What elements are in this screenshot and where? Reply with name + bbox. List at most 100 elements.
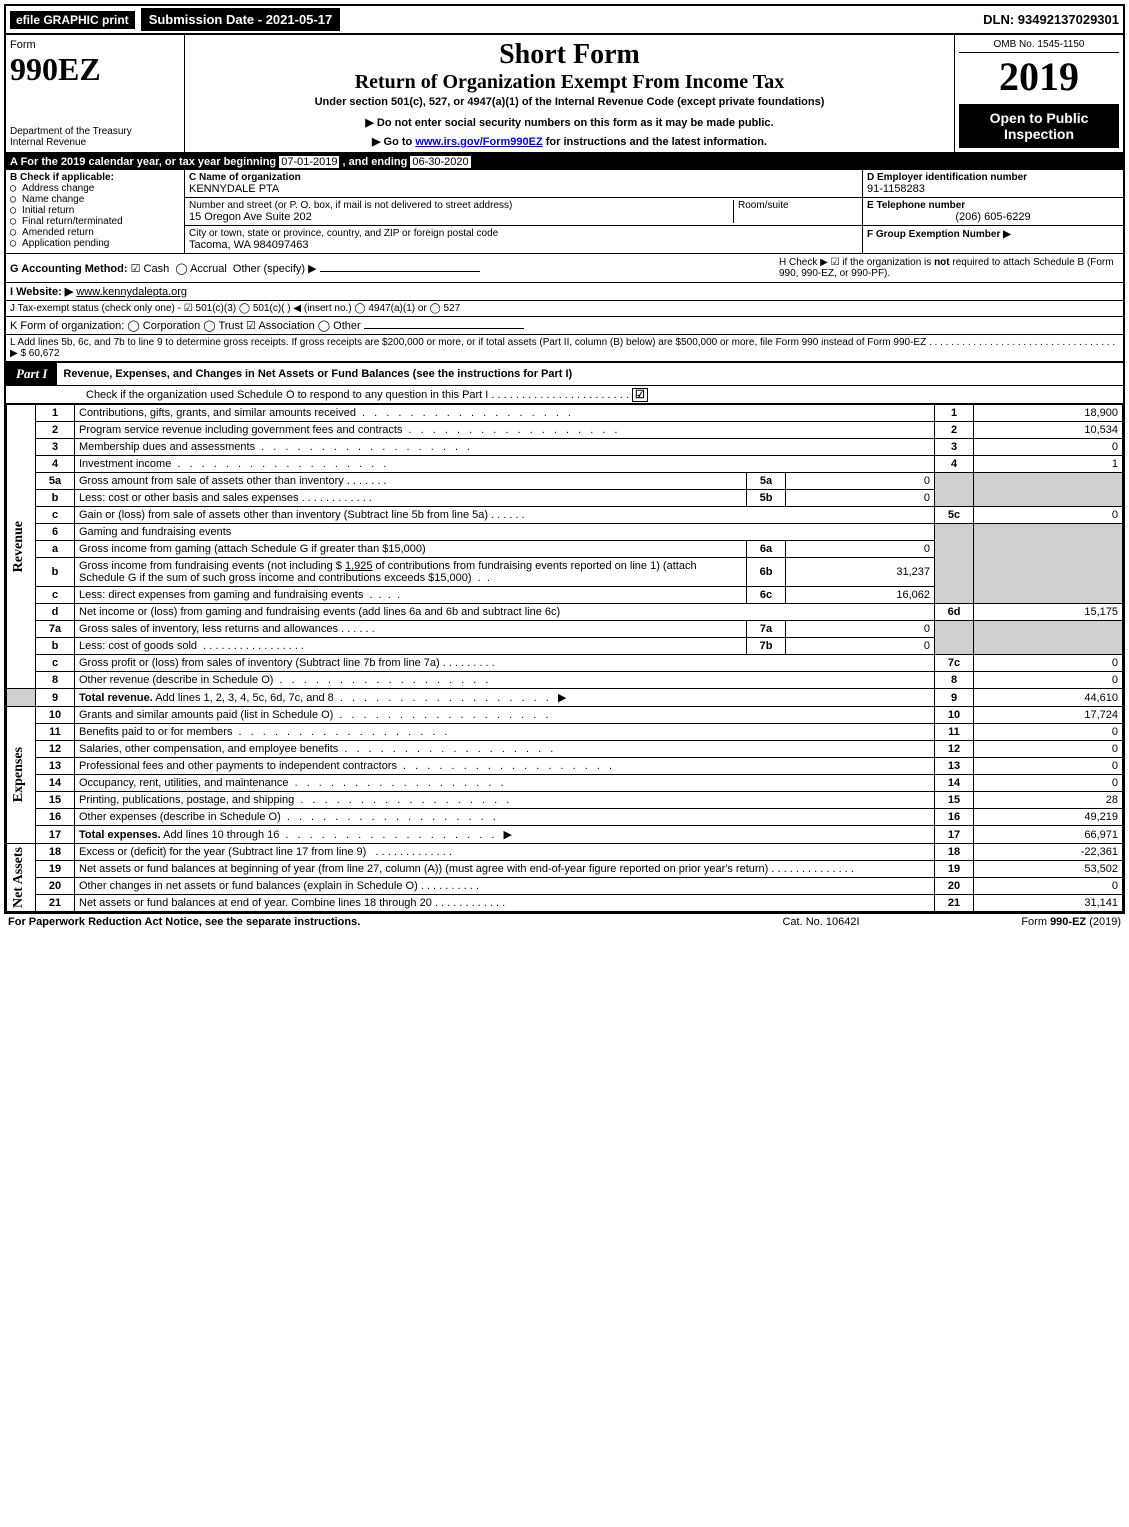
footer: For Paperwork Reduction Act Notice, see … xyxy=(4,914,1125,930)
amt-14: 0 xyxy=(974,775,1123,792)
amt-4: 1 xyxy=(974,456,1123,473)
info-grid: B Check if applicable: ◯ Address change … xyxy=(6,170,1123,254)
omb-label: OMB No. 1545-1150 xyxy=(959,39,1119,53)
f-group-label: F Group Exemption Number ▶ xyxy=(867,229,1011,240)
part-1-header: Part I Revenue, Expenses, and Changes in… xyxy=(6,362,1123,386)
tax-year: 2019 xyxy=(959,53,1119,100)
amt-20: 0 xyxy=(974,878,1123,895)
row-j: J Tax-exempt status (check only one) - ☑… xyxy=(6,301,1123,317)
open-inspection: Open to Public Inspection xyxy=(959,104,1119,148)
e-phone-label: E Telephone number xyxy=(867,200,1119,211)
org-address: 15 Oregon Ave Suite 202 xyxy=(189,211,733,223)
submission-date-button[interactable]: Submission Date - 2021-05-17 xyxy=(141,8,341,31)
g-other-input[interactable] xyxy=(320,271,480,272)
line-7a: 7a Gross sales of inventory, less return… xyxy=(7,621,1123,638)
k-text: K Form of organization: ◯ Corporation ◯ … xyxy=(10,320,361,332)
row-g-h: G Accounting Method: ☑ Cash ◯ Accrual Ot… xyxy=(6,254,1123,283)
line-9: 9 Total revenue. Add lines 1, 2, 3, 4, 5… xyxy=(7,689,1123,707)
header-left: Form 990EZ Department of the Treasury In… xyxy=(6,35,185,152)
g-accrual-check[interactable]: ◯ Accrual xyxy=(175,263,226,275)
netassets-rotated: Net Assets xyxy=(7,844,36,912)
sub-6b: 31,237 xyxy=(786,558,935,587)
amt-11: 0 xyxy=(974,724,1123,741)
note-goto: ▶ Go to www.irs.gov/Form990EZ for instru… xyxy=(193,135,946,148)
tax-year-end: 06-30-2020 xyxy=(410,156,470,168)
box-b-heading: B Check if applicable: xyxy=(10,172,180,183)
row-i: I Website: ▶ www.kennydalepta.org xyxy=(6,283,1123,301)
footer-right: Form 990-EZ (2019) xyxy=(921,916,1121,928)
line-11: 11 Benefits paid to or for members 11 0 xyxy=(7,724,1123,741)
revenue-rotated: Revenue xyxy=(7,405,36,689)
amt-7c: 0 xyxy=(974,655,1123,672)
check-final-return[interactable]: ◯ Final return/terminated xyxy=(10,216,180,227)
header-center: Short Form Return of Organization Exempt… xyxy=(185,35,954,152)
sub-7a: 0 xyxy=(786,621,935,638)
amt-12: 0 xyxy=(974,741,1123,758)
phone-value: (206) 605-6229 xyxy=(867,211,1119,223)
dept-label-2: Internal Revenue xyxy=(10,137,180,148)
line-5c: c Gain or (loss) from sale of assets oth… xyxy=(7,507,1123,524)
amt-1: 18,900 xyxy=(974,405,1123,422)
box-d: D Employer identification number 91-1158… xyxy=(862,170,1123,253)
website-value[interactable]: www.kennydalepta.org xyxy=(76,286,187,298)
line-20: 20 Other changes in net assets or fund b… xyxy=(7,878,1123,895)
check-address-change[interactable]: ◯ Address change xyxy=(10,183,180,194)
line-21: 21 Net assets or fund balances at end of… xyxy=(7,895,1123,912)
irs-link[interactable]: www.irs.gov/Form990EZ xyxy=(415,136,542,148)
dept-label-1: Department of the Treasury xyxy=(10,126,180,137)
note-ssn: ▶ Do not enter social security numbers o… xyxy=(193,116,946,129)
line-3: 3 Membership dues and assessments 3 0 xyxy=(7,439,1123,456)
d-ein-label: D Employer identification number xyxy=(867,172,1119,183)
top-bar: efile GRAPHIC print Submission Date - 20… xyxy=(6,6,1123,35)
check-amended-return[interactable]: ◯ Amended return xyxy=(10,227,180,238)
room-suite-label: Room/suite xyxy=(733,200,858,223)
tax-year-mid: , and ending xyxy=(339,156,410,168)
subtitle: Under section 501(c), 527, or 4947(a)(1)… xyxy=(193,96,946,108)
amt-13: 0 xyxy=(974,758,1123,775)
check-name-change[interactable]: ◯ Name change xyxy=(10,194,180,205)
g-cash-check[interactable]: ☑ Cash xyxy=(131,263,170,275)
tax-year-begin: 07-01-2019 xyxy=(279,156,339,168)
part-1-check-text: Check if the organization used Schedule … xyxy=(86,389,629,401)
goto-pre: ▶ Go to xyxy=(372,136,415,148)
efile-button[interactable]: efile GRAPHIC print xyxy=(10,11,135,29)
lines-table: Revenue 1 Contributions, gifts, grants, … xyxy=(6,404,1123,912)
form-header: Form 990EZ Department of the Treasury In… xyxy=(6,35,1123,154)
g-other-label: Other (specify) ▶ xyxy=(233,263,317,275)
goto-post: for instructions and the latest informat… xyxy=(543,136,767,148)
h-not: not xyxy=(934,257,950,268)
row-l: L Add lines 5b, 6c, and 7b to line 9 to … xyxy=(6,335,1123,362)
line-15: 15 Printing, publications, postage, and … xyxy=(7,792,1123,809)
footer-mid: Cat. No. 10642I xyxy=(721,916,921,928)
line-16: 16 Other expenses (describe in Schedule … xyxy=(7,809,1123,826)
return-title: Return of Organization Exempt From Incom… xyxy=(193,71,946,94)
check-initial-return[interactable]: ◯ Initial return xyxy=(10,205,180,216)
amt-10: 17,724 xyxy=(974,707,1123,724)
short-form-title: Short Form xyxy=(193,39,946,71)
part-1-check-row: Check if the organization used Schedule … xyxy=(6,386,1123,404)
check-application-pending[interactable]: ◯ Application pending xyxy=(10,238,180,249)
line-6d: d Net income or (loss) from gaming and f… xyxy=(7,604,1123,621)
amt-6d: 15,175 xyxy=(974,604,1123,621)
box-b: B Check if applicable: ◯ Address change … xyxy=(6,170,185,253)
amt-18: -22,361 xyxy=(974,844,1123,861)
sub-5b: 0 xyxy=(786,490,935,507)
k-other-input[interactable] xyxy=(364,328,524,329)
j-text: J Tax-exempt status (check only one) - ☑… xyxy=(10,303,460,314)
city-label: City or town, state or province, country… xyxy=(189,228,858,239)
amt-16: 49,219 xyxy=(974,809,1123,826)
line-12: 12 Salaries, other compensation, and emp… xyxy=(7,741,1123,758)
part-1-title: Revenue, Expenses, and Changes in Net As… xyxy=(57,366,578,382)
part-1-checkbox[interactable]: ☑ xyxy=(632,388,648,402)
row-g: G Accounting Method: ☑ Cash ◯ Accrual Ot… xyxy=(10,262,779,275)
form-label: Form xyxy=(10,39,180,51)
line-2: 2 Program service revenue including gove… xyxy=(7,422,1123,439)
sub-7b: 0 xyxy=(786,638,935,655)
i-label: I Website: ▶ xyxy=(10,286,73,298)
line-1: Revenue 1 Contributions, gifts, grants, … xyxy=(7,405,1123,422)
line-18: Net Assets 18 Excess or (deficit) for th… xyxy=(7,844,1123,861)
line-4: 4 Investment income 4 1 xyxy=(7,456,1123,473)
sub-6a: 0 xyxy=(786,541,935,558)
amt-2: 10,534 xyxy=(974,422,1123,439)
tax-year-prefix: A For the 2019 calendar year, or tax yea… xyxy=(10,156,279,168)
